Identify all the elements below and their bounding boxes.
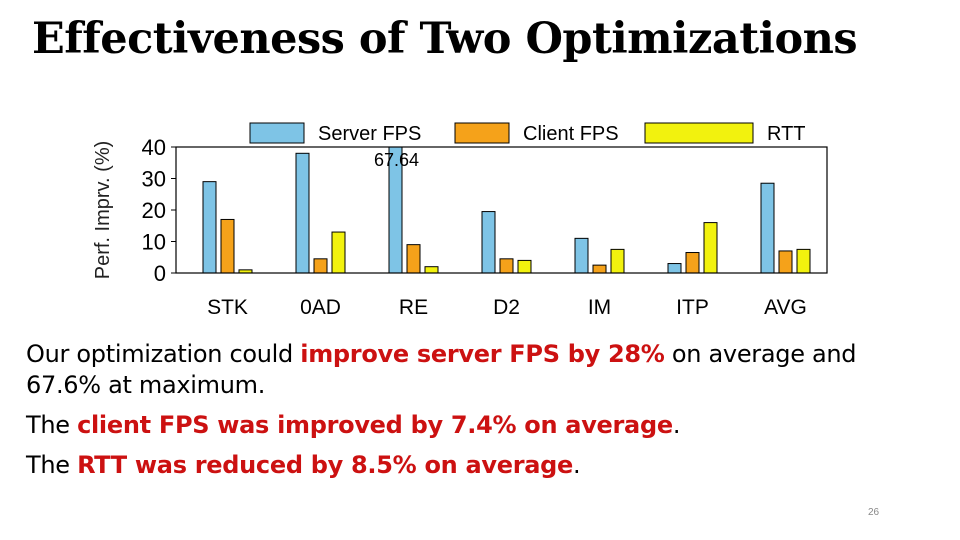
bar-server-fps — [481, 211, 496, 274]
legend-swatch — [249, 122, 305, 144]
legend-swatch — [454, 122, 510, 144]
x-tick-label: 0AD — [300, 296, 341, 319]
plot-frame — [175, 146, 828, 274]
slide-body: Our optimization could improve server FP… — [26, 339, 936, 489]
bar-client-fps — [778, 250, 793, 274]
bar-client-fps — [499, 258, 514, 274]
highlighted-text: improve server FPS by 28% — [300, 340, 665, 368]
body-text-segment: . — [573, 450, 581, 479]
bar-rtt — [703, 222, 718, 274]
y-axis-label: Perf. Imprv. (%) — [92, 141, 114, 280]
body-paragraph: The client FPS was improved by 7.4% on a… — [26, 410, 936, 441]
x-tick-label: AVG — [764, 296, 807, 319]
bar-server-fps — [667, 263, 682, 274]
body-paragraph: Our optimization could improve server FP… — [26, 339, 936, 401]
bar-client-fps — [220, 218, 235, 274]
bar-rtt — [517, 259, 532, 274]
page-number: 26 — [868, 507, 880, 518]
legend-label: RTT — [767, 123, 806, 145]
x-tick-label: RE — [399, 296, 428, 319]
body-text-segment: The — [26, 450, 78, 479]
x-tick-label: IM — [588, 296, 611, 319]
highlighted-text: client FPS was improved by 7.4% on avera… — [77, 411, 673, 440]
x-tick-label: STK — [207, 296, 248, 319]
bar-server-fps — [760, 182, 775, 274]
bar-rtt — [796, 248, 811, 274]
bar-rtt — [610, 248, 625, 274]
legend-label: Server FPS — [318, 123, 421, 145]
bar-chart: Perf. Imprv. (%) 0 10 20 30 40 STK 0AD RE D2 IM ITP… — [92, 122, 828, 319]
body-text-segment: on average and 67.6% at maximum. — [26, 340, 857, 400]
x-tick-label: ITP — [676, 296, 709, 319]
body-text-segment: Our optimization could — [26, 340, 301, 368]
bar-rtt — [331, 231, 346, 274]
legend-label: Client FPS — [523, 123, 619, 145]
y-tick-label: 20 — [142, 198, 166, 223]
bar-client-fps — [592, 264, 607, 274]
y-tick-label: 10 — [142, 230, 166, 255]
bar-client-fps — [685, 252, 700, 274]
highlighted-text: RTT was reduced by 8.5% on average — [77, 450, 573, 479]
bar-server-fps — [202, 181, 217, 274]
bar-value-annotation: 67.64 — [374, 150, 419, 170]
bar-client-fps — [406, 244, 421, 274]
bar-server-fps — [574, 237, 589, 274]
bar-rtt — [424, 266, 439, 274]
legend-swatch — [644, 122, 754, 144]
bar-server-fps — [295, 152, 310, 274]
body-text-segment: . — [672, 411, 681, 440]
y-tick-label: 30 — [142, 167, 166, 192]
bar-client-fps — [313, 258, 328, 274]
body-paragraph: The RTT was reduced by 8.5% on average. — [26, 450, 936, 481]
x-tick-label: D2 — [493, 296, 520, 319]
slide-title: Effectiveness of Two Optimizations — [32, 14, 858, 64]
body-text-segment: The — [26, 411, 78, 440]
y-tick-label: 40 — [142, 135, 166, 160]
y-tick-label: 0 — [154, 261, 166, 286]
